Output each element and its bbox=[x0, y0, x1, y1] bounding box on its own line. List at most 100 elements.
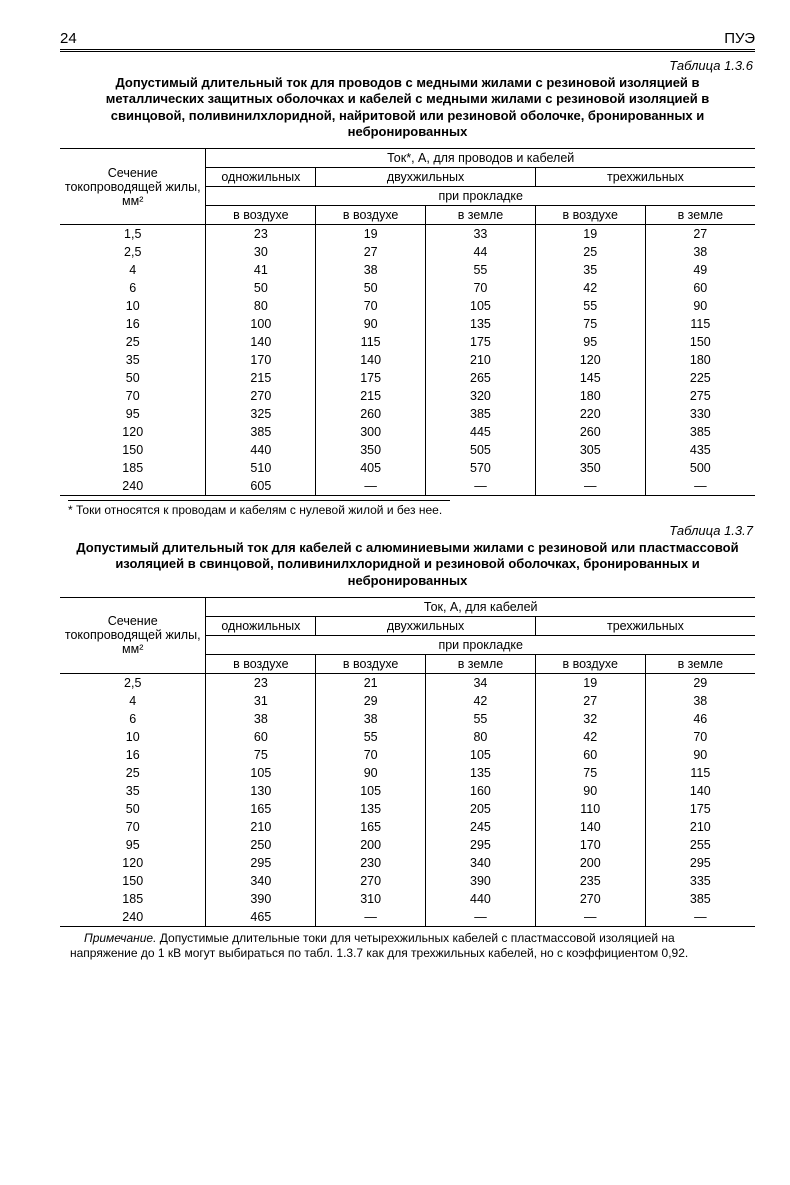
table-cell: 23 bbox=[206, 225, 316, 244]
table-cell: 385 bbox=[426, 405, 536, 423]
table-row: 1675701056090 bbox=[60, 746, 755, 764]
table-cell: 510 bbox=[206, 459, 316, 477]
table-cell: 80 bbox=[426, 728, 536, 746]
table1-col-ground2: в земле bbox=[645, 206, 755, 225]
table-cell: 95 bbox=[535, 333, 645, 351]
table-cell: 185 bbox=[60, 459, 206, 477]
table-cell: 135 bbox=[426, 315, 536, 333]
table2-subheader: при прокладке bbox=[206, 635, 755, 654]
table-row: 1,52319331927 bbox=[60, 225, 755, 244]
table-cell: 210 bbox=[206, 818, 316, 836]
table-cell: 90 bbox=[645, 297, 755, 315]
table-cell: 42 bbox=[426, 692, 536, 710]
table-row: 150440350505305435 bbox=[60, 441, 755, 459]
table-row: 50215175265145225 bbox=[60, 369, 755, 387]
table-cell: 310 bbox=[316, 890, 426, 908]
table-row: 185510405570350500 bbox=[60, 459, 755, 477]
table-cell: 2,5 bbox=[60, 673, 206, 692]
table-cell: 340 bbox=[426, 854, 536, 872]
table-cell: 260 bbox=[535, 423, 645, 441]
table-cell: 10 bbox=[60, 728, 206, 746]
table-cell: 6 bbox=[60, 279, 206, 297]
table-row: 65050704260 bbox=[60, 279, 755, 297]
table-cell: — bbox=[426, 908, 536, 927]
table1-group1: одножильных bbox=[206, 168, 316, 187]
table-cell: 31 bbox=[206, 692, 316, 710]
table-cell: 42 bbox=[535, 279, 645, 297]
table-cell: 390 bbox=[206, 890, 316, 908]
table-cell: 385 bbox=[206, 423, 316, 441]
table-cell: 240 bbox=[60, 477, 206, 496]
table-cell: 50 bbox=[60, 800, 206, 818]
table-row: 1080701055590 bbox=[60, 297, 755, 315]
table2-title: Допустимый длительный ток для кабелей с … bbox=[70, 540, 745, 589]
table-cell: 605 bbox=[206, 477, 316, 496]
table-cell: 90 bbox=[316, 764, 426, 782]
table-cell: — bbox=[535, 477, 645, 496]
table-cell: 105 bbox=[426, 746, 536, 764]
table-cell: 25 bbox=[60, 764, 206, 782]
table-cell: 2,5 bbox=[60, 243, 206, 261]
table-cell: 23 bbox=[206, 673, 316, 692]
table-row: 120385300445260385 bbox=[60, 423, 755, 441]
table-cell: — bbox=[535, 908, 645, 927]
table-cell: 70 bbox=[426, 279, 536, 297]
table-cell: — bbox=[316, 908, 426, 927]
table-cell: 245 bbox=[426, 818, 536, 836]
table-cell: 405 bbox=[316, 459, 426, 477]
table-row: 240465———— bbox=[60, 908, 755, 927]
table-cell: 140 bbox=[535, 818, 645, 836]
table-row: 35170140210120180 bbox=[60, 351, 755, 369]
table2-body: 2,52321341929431294227386383855324610605… bbox=[60, 673, 755, 926]
table-cell: 105 bbox=[206, 764, 316, 782]
table2-group2: двухжильных bbox=[316, 616, 536, 635]
table-cell: 70 bbox=[60, 387, 206, 405]
table-cell: 145 bbox=[535, 369, 645, 387]
table-cell: 135 bbox=[426, 764, 536, 782]
table-cell: 180 bbox=[535, 387, 645, 405]
table-cell: 175 bbox=[645, 800, 755, 818]
table-cell: 255 bbox=[645, 836, 755, 854]
table-cell: 135 bbox=[316, 800, 426, 818]
table-cell: 70 bbox=[316, 746, 426, 764]
table-cell: 445 bbox=[426, 423, 536, 441]
table-cell: 435 bbox=[645, 441, 755, 459]
table-cell: 270 bbox=[316, 872, 426, 890]
table1-group3: трехжильных bbox=[535, 168, 755, 187]
table-row: 161009013575115 bbox=[60, 315, 755, 333]
table2-superheader: Ток, А, для кабелей bbox=[206, 597, 755, 616]
table-cell: 120 bbox=[60, 423, 206, 441]
table-cell: 55 bbox=[426, 710, 536, 728]
table-cell: 90 bbox=[535, 782, 645, 800]
table-cell: 270 bbox=[535, 890, 645, 908]
table-cell: 90 bbox=[645, 746, 755, 764]
table-cell: 46 bbox=[645, 710, 755, 728]
table-cell: 320 bbox=[426, 387, 536, 405]
table-cell: 105 bbox=[316, 782, 426, 800]
table-cell: 49 bbox=[645, 261, 755, 279]
table-cell: 270 bbox=[206, 387, 316, 405]
table-row: 95325260385220330 bbox=[60, 405, 755, 423]
table-cell: 110 bbox=[535, 800, 645, 818]
table-cell: 16 bbox=[60, 315, 206, 333]
table-cell: 440 bbox=[206, 441, 316, 459]
table-row: 106055804270 bbox=[60, 728, 755, 746]
table-cell: 115 bbox=[645, 315, 755, 333]
table-cell: 500 bbox=[645, 459, 755, 477]
table-cell: 240 bbox=[60, 908, 206, 927]
table-cell: 29 bbox=[645, 673, 755, 692]
table-row: 95250200295170255 bbox=[60, 836, 755, 854]
table-cell: 205 bbox=[426, 800, 536, 818]
table-cell: 34 bbox=[426, 673, 536, 692]
table-cell: 295 bbox=[645, 854, 755, 872]
book-code: ПУЭ bbox=[724, 30, 755, 47]
table1-col-ground1: в земле bbox=[426, 206, 536, 225]
note-text: Допустимые длительные токи для четырехжи… bbox=[70, 931, 688, 961]
table-cell: 130 bbox=[206, 782, 316, 800]
table-row: 44138553549 bbox=[60, 261, 755, 279]
table-cell: 60 bbox=[645, 279, 755, 297]
table-cell: 80 bbox=[206, 297, 316, 315]
table-cell: 10 bbox=[60, 297, 206, 315]
table1-col-air3: в воздухе bbox=[535, 206, 645, 225]
table-cell: 140 bbox=[645, 782, 755, 800]
